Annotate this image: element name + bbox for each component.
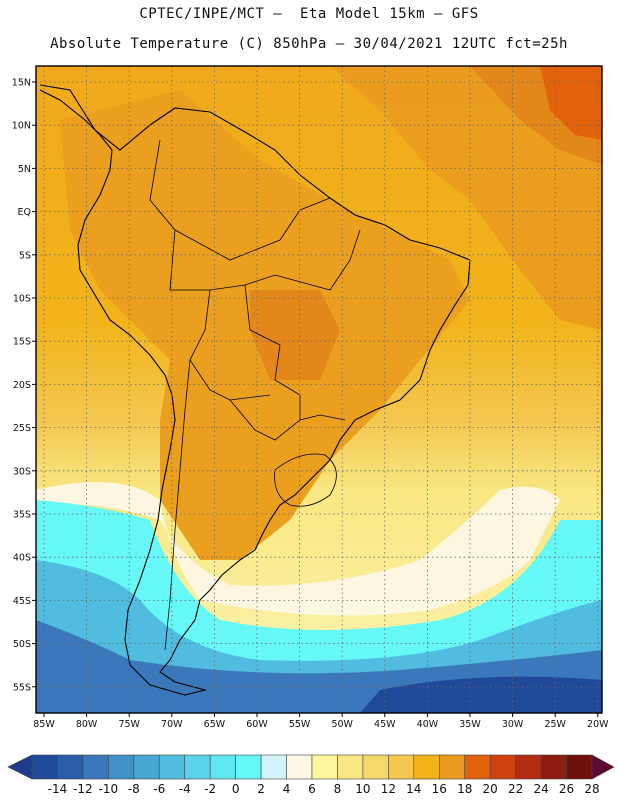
colorbar-swatch	[566, 754, 593, 780]
colorbar-label: -10	[99, 782, 119, 796]
latitude-label: 5N	[18, 164, 31, 175]
colorbar-label: 4	[283, 782, 291, 796]
map-title-line-1: CPTEC/INPE/MCT – Eta Model 15km – GFS	[139, 6, 479, 22]
latitude-label: 10N	[12, 121, 31, 132]
latitude-label: 45S	[13, 596, 31, 607]
colorbar-label: 12	[381, 782, 396, 796]
latitude-label: 15S	[13, 337, 31, 348]
colorbar-label: 14	[406, 782, 421, 796]
latitude-label: 40S	[13, 553, 31, 564]
colorbar-label: 0	[232, 782, 240, 796]
colorbar-label: 8	[334, 782, 342, 796]
longitude-label: 65W	[204, 719, 226, 730]
colorbar-swatch	[286, 754, 313, 780]
colorbar-label: 18	[457, 782, 472, 796]
longitude-label: 60W	[246, 719, 268, 730]
longitude-label: 55W	[289, 719, 311, 730]
map-frame	[35, 65, 603, 714]
cool-transition-band	[36, 482, 560, 616]
colorbar-swatch	[515, 754, 542, 780]
longitude-label: 45W	[374, 719, 396, 730]
longitude-label: 25W	[544, 719, 566, 730]
longitude-label: 80W	[76, 719, 98, 730]
latitude-label: 25S	[13, 423, 31, 434]
border-line	[189, 289, 271, 401]
latitude-label: 55S	[13, 682, 31, 693]
border-line	[229, 399, 346, 441]
colorbar	[7, 754, 615, 780]
longitude-label: 75W	[118, 719, 140, 730]
latitude-label: EQ	[18, 207, 31, 218]
south-america-coastline	[39, 84, 471, 696]
colorbar-swatch	[158, 754, 186, 780]
colorbar-swatch	[464, 754, 491, 780]
latitude-label: 10S	[13, 294, 31, 305]
colorbar-swatch	[209, 754, 236, 780]
latitude-label: 50S	[13, 639, 31, 650]
colorbar-label: -12	[73, 782, 93, 796]
warm-atlantic-region	[330, 66, 602, 330]
colorbar-swatch	[337, 754, 364, 780]
colorbar-swatch	[489, 754, 516, 780]
border-line	[169, 229, 361, 291]
colorbar-label: 20	[483, 782, 498, 796]
longitude-label: 30W	[502, 719, 524, 730]
colorbar-label: -14	[48, 782, 68, 796]
latitude-label: 15N	[12, 78, 31, 89]
colorbar-swatch	[388, 754, 415, 780]
border-line	[164, 359, 191, 651]
colorbar-swatch	[108, 754, 135, 780]
longitude-label: 70W	[161, 719, 183, 730]
latitude-label: 35S	[13, 510, 31, 521]
colorbar-swatch	[438, 754, 466, 780]
colorbar-swatch	[235, 754, 262, 780]
longitude-label: 35W	[459, 719, 481, 730]
map-title-line-2: Absolute Temperature (C) 850hPa – 30/04/…	[50, 36, 568, 52]
colorbar-swatch	[260, 754, 287, 780]
colorbar-label: 24	[533, 782, 548, 796]
central-brazil-hot-spot	[250, 290, 340, 380]
temperature-field	[36, 66, 602, 713]
colorbar-label: 16	[432, 782, 447, 796]
latitude-axis: 15N 10N 5N EQ 5S 10S 15S 20S 25S 30S 35S 40S 45S 50S 5…	[12, 78, 36, 693]
longitude-label: 40W	[417, 719, 439, 730]
colorbar-label: -4	[179, 782, 191, 796]
colorbar-labels: -14 -12 -10 -8 -6 -4 -2 0 2 4 6 8 10 12 14 16 18 20 22 24 26…	[48, 782, 600, 796]
colorbar-overflow-arrow	[591, 754, 615, 780]
colorbar-swatch	[184, 754, 211, 780]
colorbar-swatch	[31, 754, 58, 780]
colorbar-label: -8	[128, 782, 140, 796]
colorbar-label: 10	[355, 782, 370, 796]
colorbar-label: 6	[308, 782, 316, 796]
colorbar-swatch	[362, 754, 389, 780]
colorbar-label: 22	[508, 782, 523, 796]
colorbar-underflow-arrow	[7, 754, 33, 780]
longitude-axis: 85W 80W 75W 70W 65W 60W 55W 50W 45W 40W 35W 30W 25W 2…	[33, 713, 609, 730]
colorbar-swatch	[311, 754, 338, 780]
latitude-label: 20S	[13, 380, 31, 391]
coastlines	[39, 84, 471, 696]
latitude-label: 30S	[13, 466, 31, 477]
colorbar-label: 2	[257, 782, 265, 796]
colorbar-swatch	[57, 754, 84, 780]
colorbar-label: 26	[559, 782, 574, 796]
colorbar-swatch	[133, 754, 160, 780]
colorbar-label: -6	[153, 782, 165, 796]
longitude-label: 20W	[587, 719, 609, 730]
colorbar-swatch	[540, 754, 567, 780]
latitude-label: 5S	[19, 250, 31, 261]
longitude-label: 50W	[331, 719, 353, 730]
uruguay-border	[274, 453, 337, 507]
cold-band-4	[360, 676, 602, 713]
colorbar-label: 28	[584, 782, 599, 796]
colorbar-label: -2	[204, 782, 216, 796]
colorbar-swatch	[413, 754, 440, 780]
colorbar-swatch	[82, 754, 109, 780]
longitude-label: 85W	[33, 719, 55, 730]
